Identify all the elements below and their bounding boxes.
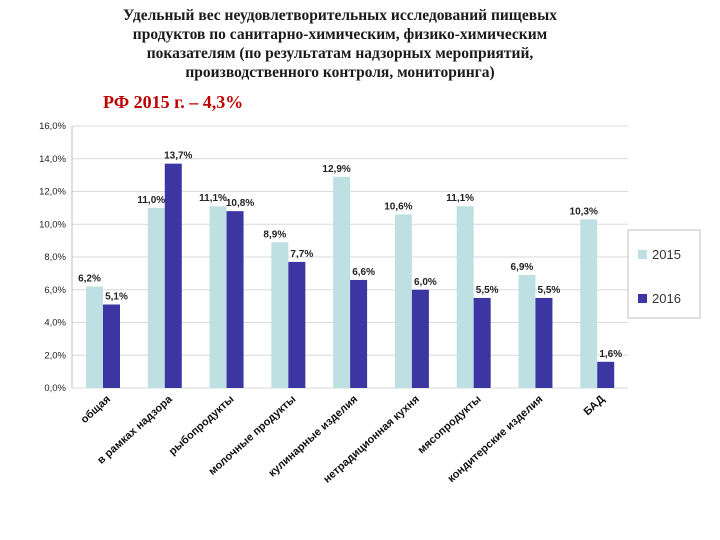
data-label: 11,1%	[199, 193, 227, 204]
data-labels: 6,2%5,1%11,0%13,7%11,1%10,8%8,9%7,7%12,9…	[78, 151, 622, 360]
bar-2016	[226, 211, 244, 388]
bar-2016	[597, 361, 615, 388]
category-label: рыбопродукты	[167, 393, 237, 458]
bars	[86, 163, 615, 388]
data-label: 7,7%	[290, 249, 313, 260]
y-tick-label: 10,0%	[39, 219, 66, 230]
bar-2016	[164, 163, 182, 388]
data-label: 6,0%	[414, 277, 437, 288]
data-label: 10,8%	[226, 198, 254, 209]
legend-swatch-2015	[638, 250, 647, 259]
data-label: 6,9%	[511, 262, 534, 273]
bar-2016	[535, 297, 553, 388]
y-tick-label: 2,0%	[44, 350, 66, 361]
legend-label: 2016	[652, 291, 681, 306]
bar-2015	[147, 207, 165, 388]
data-label: 6,6%	[352, 267, 375, 278]
data-label: 10,3%	[570, 206, 598, 217]
bar-2015	[518, 275, 536, 388]
legend-box	[627, 229, 701, 319]
data-label: 6,2%	[78, 273, 101, 284]
y-tick-label: 12,0%	[39, 187, 66, 198]
bar-2016	[350, 279, 368, 388]
data-label: 11,1%	[446, 193, 474, 204]
bar-2016	[473, 297, 491, 388]
data-label: 11,0%	[137, 195, 165, 206]
legend: 2015 2016	[627, 229, 701, 319]
data-label: 12,9%	[322, 164, 350, 175]
category-label: мясопродукты	[416, 393, 484, 456]
bar-2015	[580, 219, 598, 388]
y-tick-label: 6,0%	[44, 285, 66, 296]
bar-2015	[333, 176, 351, 388]
chart-title: Удельный вес неудовлетворительных исслед…	[123, 7, 557, 81]
data-label: 5,1%	[105, 291, 128, 302]
bar-2015	[394, 214, 412, 388]
bar-2015	[209, 206, 227, 388]
y-tick-label: 0,0%	[44, 383, 66, 394]
category-label: БАД	[582, 393, 608, 418]
bar-2016	[288, 261, 306, 388]
chart-subtitle: РФ 2015 г. – 4,3%	[103, 92, 244, 112]
legend-swatch-2016	[638, 294, 647, 303]
data-label: 1,6%	[599, 349, 622, 360]
bar-2016	[411, 289, 429, 388]
bar-2015	[456, 206, 474, 388]
legend-label: 2015	[652, 247, 681, 262]
y-tick-label: 14,0%	[39, 154, 66, 165]
bar-2015	[271, 242, 289, 388]
y-axis: 0,0% 2,0% 4,0% 6,0% 8,0% 10,0% 12,0% 14,0% 16,0%	[39, 121, 73, 394]
bar-2015	[86, 286, 103, 388]
data-label: 8,9%	[263, 229, 286, 240]
y-tick-label: 16,0%	[39, 121, 66, 132]
y-tick-label: 4,0%	[44, 318, 66, 329]
category-label: общая	[79, 393, 113, 426]
y-tick-label: 8,0%	[44, 252, 66, 263]
bar-2016	[103, 304, 120, 388]
data-label: 13,7%	[164, 151, 192, 162]
data-label: 10,6%	[384, 201, 412, 212]
data-label: 5,5%	[476, 285, 499, 296]
data-label: 5,5%	[538, 285, 561, 296]
